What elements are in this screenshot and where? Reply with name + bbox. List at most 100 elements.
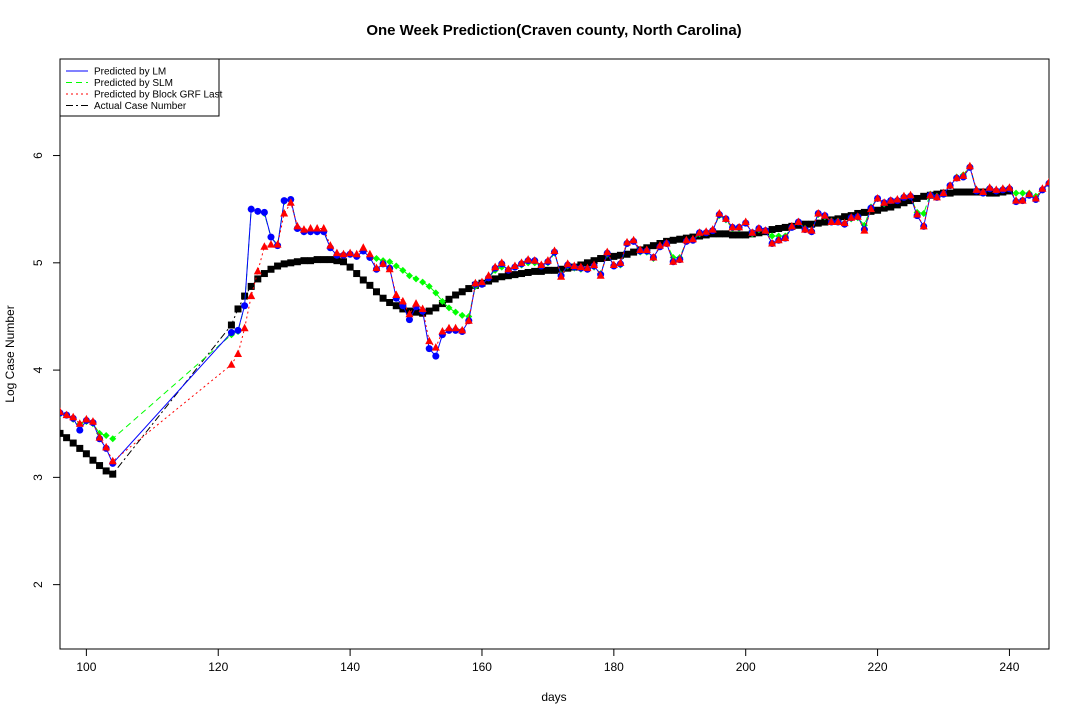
data-point — [352, 249, 361, 258]
data-point — [379, 294, 387, 302]
data-point — [432, 289, 440, 297]
data-point — [425, 336, 434, 345]
data-point — [860, 226, 869, 234]
data-point — [932, 192, 941, 201]
data-point — [234, 305, 242, 313]
data-point — [240, 323, 249, 332]
data-point — [530, 256, 539, 264]
data-point — [286, 198, 295, 206]
data-point — [372, 288, 380, 296]
data-point — [76, 444, 84, 452]
series-line — [60, 166, 1049, 465]
data-point — [386, 299, 394, 307]
data-point — [227, 321, 235, 329]
data-point — [332, 248, 341, 257]
data-point — [1038, 184, 1047, 192]
plot-area — [60, 161, 1049, 478]
x-tick-label: 120 — [208, 660, 228, 674]
data-point — [1031, 193, 1040, 202]
data-point — [781, 223, 789, 231]
data-point — [431, 343, 440, 351]
data-point — [866, 204, 875, 213]
data-point — [234, 349, 243, 357]
data-point — [807, 226, 816, 234]
data-point — [728, 222, 737, 231]
data-point — [452, 291, 460, 299]
data-point — [952, 173, 961, 182]
data-point — [787, 221, 796, 230]
data-point — [531, 267, 539, 275]
data-point — [814, 208, 823, 217]
data-point — [609, 260, 618, 268]
series-2 — [60, 163, 1049, 467]
data-point — [893, 195, 902, 203]
data-point — [649, 242, 657, 250]
data-point — [550, 246, 559, 255]
data-point — [260, 242, 269, 250]
data-point — [616, 258, 625, 266]
data-point — [880, 198, 889, 206]
data-point — [543, 256, 552, 264]
data-point — [412, 275, 420, 283]
data-point — [880, 204, 888, 212]
data-point — [517, 258, 526, 266]
x-tick-label: 160 — [472, 660, 492, 674]
data-point — [966, 188, 974, 196]
data-point — [241, 302, 249, 310]
data-point — [75, 419, 84, 427]
data-point — [313, 223, 322, 232]
data-point — [992, 185, 1001, 193]
data-point — [102, 467, 110, 475]
data-point — [307, 257, 315, 265]
data-point — [280, 260, 288, 268]
data-point — [741, 217, 750, 226]
y-axis: 2 3 4 5 6 — [31, 152, 61, 588]
y-tick-label: 2 — [31, 581, 45, 588]
data-point — [471, 278, 480, 287]
data-point — [88, 417, 97, 425]
data-point — [227, 329, 235, 337]
data-point — [642, 245, 651, 253]
x-tick-label: 140 — [340, 660, 360, 674]
data-point — [735, 222, 744, 231]
data-point — [96, 462, 104, 470]
data-point — [432, 352, 440, 360]
data-point — [260, 270, 268, 278]
data-point — [76, 426, 84, 434]
data-point — [623, 237, 632, 246]
y-axis-label: Log Case Number — [3, 305, 17, 402]
data-point — [742, 231, 750, 239]
data-point — [557, 265, 565, 273]
data-point — [563, 259, 572, 267]
data-point — [438, 326, 447, 335]
data-point — [834, 217, 843, 226]
data-point — [722, 230, 730, 238]
data-point — [511, 271, 519, 279]
data-point — [280, 197, 288, 205]
data-point — [247, 205, 255, 213]
data-point — [412, 299, 421, 307]
data-point — [537, 260, 546, 268]
data-point — [109, 435, 117, 443]
data-point — [623, 250, 631, 258]
data-point — [801, 225, 810, 233]
legend-item-label: Predicted by LM — [94, 67, 166, 78]
data-point — [69, 412, 78, 421]
x-tick-label: 240 — [999, 660, 1019, 674]
data-point — [524, 268, 532, 276]
series-3 — [60, 161, 1049, 465]
data-point — [715, 208, 724, 217]
data-point — [465, 285, 473, 293]
data-point — [1025, 189, 1034, 198]
data-point — [89, 456, 97, 464]
data-point — [649, 252, 658, 261]
data-point — [583, 263, 592, 272]
data-point — [464, 316, 473, 324]
data-point — [339, 249, 348, 258]
data-point — [293, 221, 302, 230]
data-point — [886, 196, 895, 204]
data-point — [497, 258, 506, 266]
data-point — [247, 291, 256, 300]
